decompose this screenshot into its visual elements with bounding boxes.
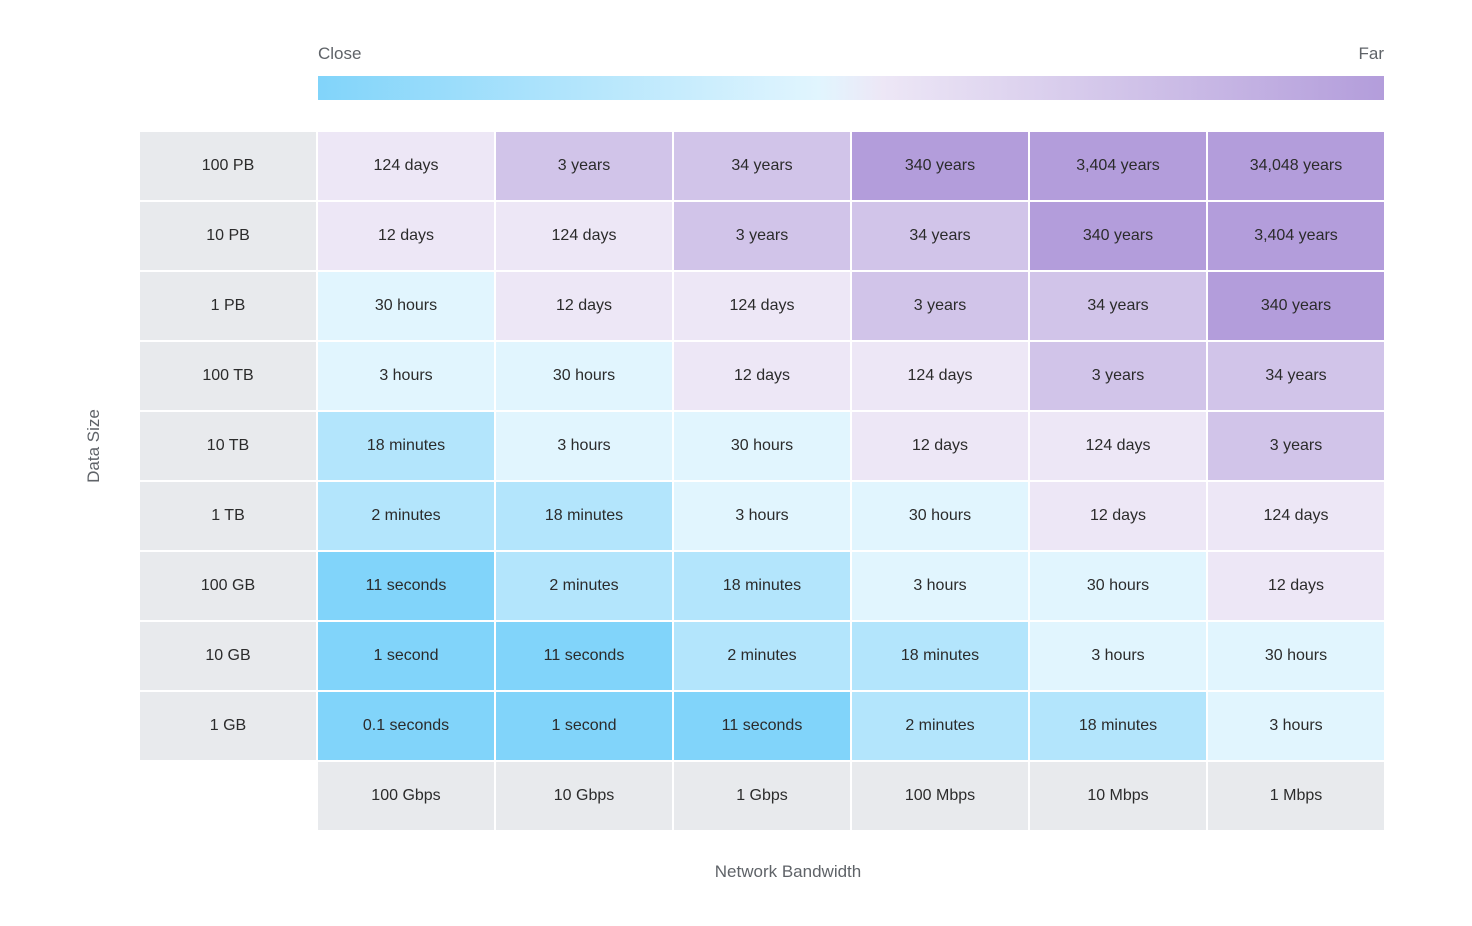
heatmap-cell: 124 days	[1208, 482, 1384, 550]
heatmap-cell: 124 days	[852, 342, 1028, 410]
heatmap-cell: 3 years	[1030, 342, 1206, 410]
heatmap-cell: 1 second	[496, 692, 672, 760]
heatmap-cell: 1 second	[318, 622, 494, 690]
heatmap-cell: 3 years	[1208, 412, 1384, 480]
heatmap-cell: 18 minutes	[852, 622, 1028, 690]
row-header: 10 PB	[140, 202, 316, 270]
heatmap-cell: 2 minutes	[496, 552, 672, 620]
heatmap-cell: 340 years	[1030, 202, 1206, 270]
heatmap-cell: 0.1 seconds	[318, 692, 494, 760]
row-header: 10 TB	[140, 412, 316, 480]
y-axis-label: Data Size	[84, 409, 103, 483]
row-header: 100 GB	[140, 552, 316, 620]
heatmap-cell: 3 hours	[318, 342, 494, 410]
row-header: 1 PB	[140, 272, 316, 340]
row-header: 100 PB	[140, 132, 316, 200]
heatmap-cell: 3 years	[674, 202, 850, 270]
heatmap-cell: 12 days	[496, 272, 672, 340]
heatmap-cell: 18 minutes	[318, 412, 494, 480]
heatmap-cell: 18 minutes	[496, 482, 672, 550]
legend-gradient-bar	[318, 76, 1384, 100]
heatmap-cell: 3 hours	[496, 412, 672, 480]
heatmap-cell: 34 years	[1208, 342, 1384, 410]
column-header: 1 Mbps	[1208, 762, 1384, 830]
heatmap-cell: 34 years	[1030, 272, 1206, 340]
heatmap-cell: 124 days	[674, 272, 850, 340]
column-header: 1 Gbps	[674, 762, 850, 830]
heatmap-cell: 3 years	[852, 272, 1028, 340]
heatmap-cell: 30 hours	[674, 412, 850, 480]
heatmap-cell: 11 seconds	[496, 622, 672, 690]
heatmap-cell: 30 hours	[496, 342, 672, 410]
heatmap-cell: 34,048 years	[1208, 132, 1384, 200]
heatmap-cell: 30 hours	[1208, 622, 1384, 690]
heatmap-cell: 34 years	[674, 132, 850, 200]
heatmap-cell: 11 seconds	[674, 692, 850, 760]
heatmap-cell: 340 years	[1208, 272, 1384, 340]
heatmap-cell: 3 hours	[1030, 622, 1206, 690]
heatmap-cell: 3 hours	[674, 482, 850, 550]
heatmap-cell: 12 days	[318, 202, 494, 270]
heatmap-cell: 18 minutes	[1030, 692, 1206, 760]
heatmap-cell: 30 hours	[1030, 552, 1206, 620]
x-axis-label: Network Bandwidth	[714, 862, 862, 881]
row-header: 1 TB	[140, 482, 316, 550]
column-header: 100 Mbps	[852, 762, 1028, 830]
column-header: 10 Gbps	[496, 762, 672, 830]
heatmap-cell: 124 days	[318, 132, 494, 200]
column-header: 100 Gbps	[318, 762, 494, 830]
heatmap-cell: 2 minutes	[852, 692, 1028, 760]
heatmap-cell: 30 hours	[318, 272, 494, 340]
heatmap-cell: 124 days	[496, 202, 672, 270]
row-header: 100 TB	[140, 342, 316, 410]
heatmap-cell: 12 days	[1030, 482, 1206, 550]
row-header: 1 GB	[140, 692, 316, 760]
heatmap-cell: 18 minutes	[674, 552, 850, 620]
legend-high-label: Far	[1358, 44, 1385, 63]
heatmap-cell: 3 hours	[852, 552, 1028, 620]
heatmap-cell: 12 days	[674, 342, 850, 410]
heatmap-cell: 11 seconds	[318, 552, 494, 620]
heatmap-cell: 2 minutes	[318, 482, 494, 550]
heatmap-cell: 3,404 years	[1208, 202, 1384, 270]
column-header: 10 Mbps	[1030, 762, 1206, 830]
heatmap-cell: 2 minutes	[674, 622, 850, 690]
heatmap-cell: 3,404 years	[1030, 132, 1206, 200]
heatmap-cell: 12 days	[1208, 552, 1384, 620]
heatmap-cell: 124 days	[1030, 412, 1206, 480]
row-header: 10 GB	[140, 622, 316, 690]
heatmap-cell: 30 hours	[852, 482, 1028, 550]
legend-low-label: Close	[318, 44, 362, 63]
heatmap-cell: 34 years	[852, 202, 1028, 270]
heatmap-cell: 3 years	[496, 132, 672, 200]
heatmap-cell: 3 hours	[1208, 692, 1384, 760]
heatmap-cell: 340 years	[852, 132, 1028, 200]
heatmap-cell: 12 days	[852, 412, 1028, 480]
